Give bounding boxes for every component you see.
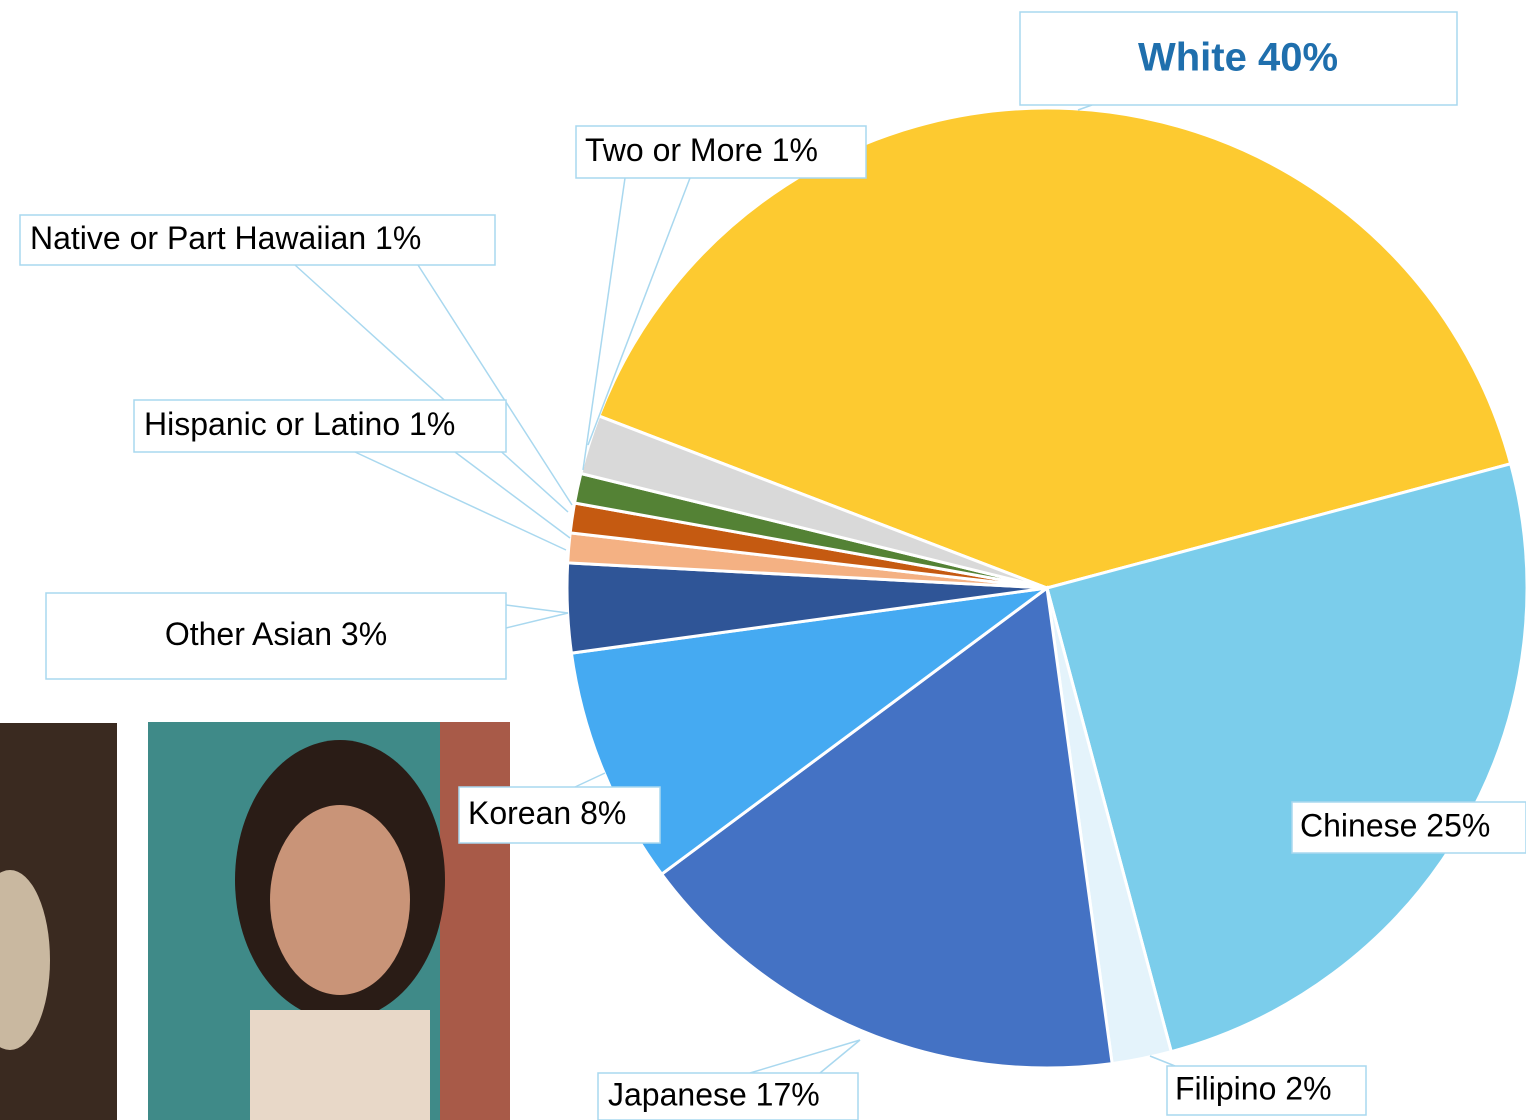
value-label: 1% bbox=[772, 132, 818, 168]
category-label: Japanese bbox=[608, 1077, 747, 1113]
value-label: 1% bbox=[375, 220, 421, 256]
data-label: Hispanic or Latino 1% bbox=[144, 406, 455, 442]
category-label: Filipino bbox=[1175, 1071, 1276, 1107]
pie bbox=[567, 108, 1526, 1068]
value-label: 8% bbox=[580, 795, 626, 831]
value-label: 1% bbox=[409, 406, 455, 442]
data-label: Japanese 17% bbox=[608, 1077, 820, 1113]
value-label: 17% bbox=[756, 1077, 820, 1113]
category-label: Two or More bbox=[585, 132, 763, 168]
value-label: 40% bbox=[1258, 35, 1338, 79]
category-label: Other Asian bbox=[165, 616, 332, 652]
value-label: 2% bbox=[1285, 1071, 1331, 1107]
data-label: Other Asian 3% bbox=[165, 616, 387, 652]
data-label: White 40% bbox=[1138, 35, 1338, 79]
category-label: White bbox=[1138, 35, 1247, 79]
data-label: Two or More 1% bbox=[585, 132, 818, 168]
data-label: Korean 8% bbox=[468, 795, 626, 831]
category-label: Hispanic or Latino bbox=[144, 406, 400, 442]
data-label: Filipino 2% bbox=[1175, 1071, 1332, 1107]
value-label: 3% bbox=[341, 616, 387, 652]
data-label: Chinese 25% bbox=[1300, 808, 1490, 844]
value-label: 25% bbox=[1426, 808, 1490, 844]
photos bbox=[0, 722, 510, 1120]
category-label: Native or Part Hawaiian bbox=[30, 220, 366, 256]
data-label: Native or Part Hawaiian 1% bbox=[30, 220, 421, 256]
category-label: Chinese bbox=[1300, 808, 1417, 844]
category-label: Korean bbox=[468, 795, 571, 831]
chart: White 40% Chinese 25% Filipino 2% Japanese … bbox=[0, 0, 1526, 1120]
